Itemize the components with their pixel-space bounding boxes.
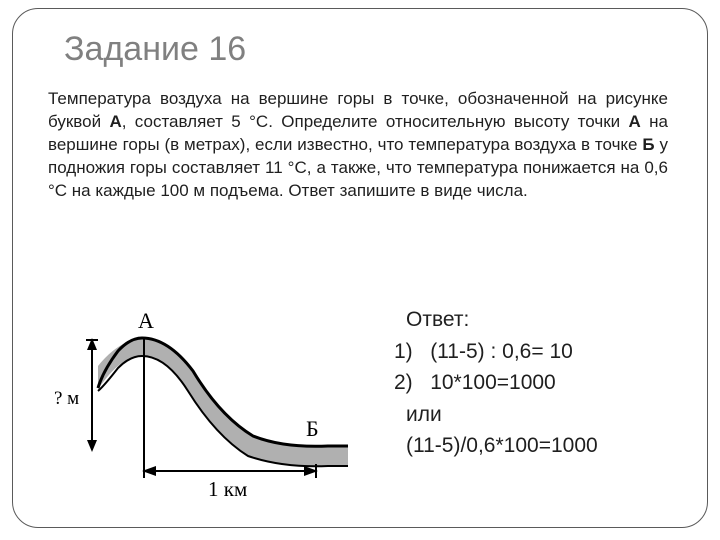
label-height: ? м [54, 388, 79, 409]
answer-block: Ответ: 1) (11-5) : 0,6= 10 2) 10*100=100… [394, 304, 598, 462]
label-b: Б [306, 416, 319, 441]
point-a2: А [629, 112, 641, 131]
answer-step1: 1) (11-5) : 0,6= 10 [394, 340, 573, 363]
label-width: 1 км [208, 477, 247, 501]
answer-or: или [394, 399, 598, 431]
problem-text: Температура воздуха на вершине горы в то… [48, 88, 668, 203]
answer-label: Ответ: [394, 304, 598, 336]
mountain-diagram: А Б ? м 1 км [48, 296, 358, 506]
answer-alt: (11-5)/0,6*100=1000 [394, 430, 598, 462]
answer-step2: 2) 10*100=1000 [394, 371, 556, 394]
point-a: А [109, 112, 121, 131]
point-b: Б [642, 135, 654, 154]
problem-p2: , составляет 5 °С. Определите относитель… [122, 112, 629, 131]
task-title: Задание 16 [64, 30, 246, 69]
label-a: А [138, 308, 154, 333]
height-arrow-bottom [87, 440, 97, 452]
